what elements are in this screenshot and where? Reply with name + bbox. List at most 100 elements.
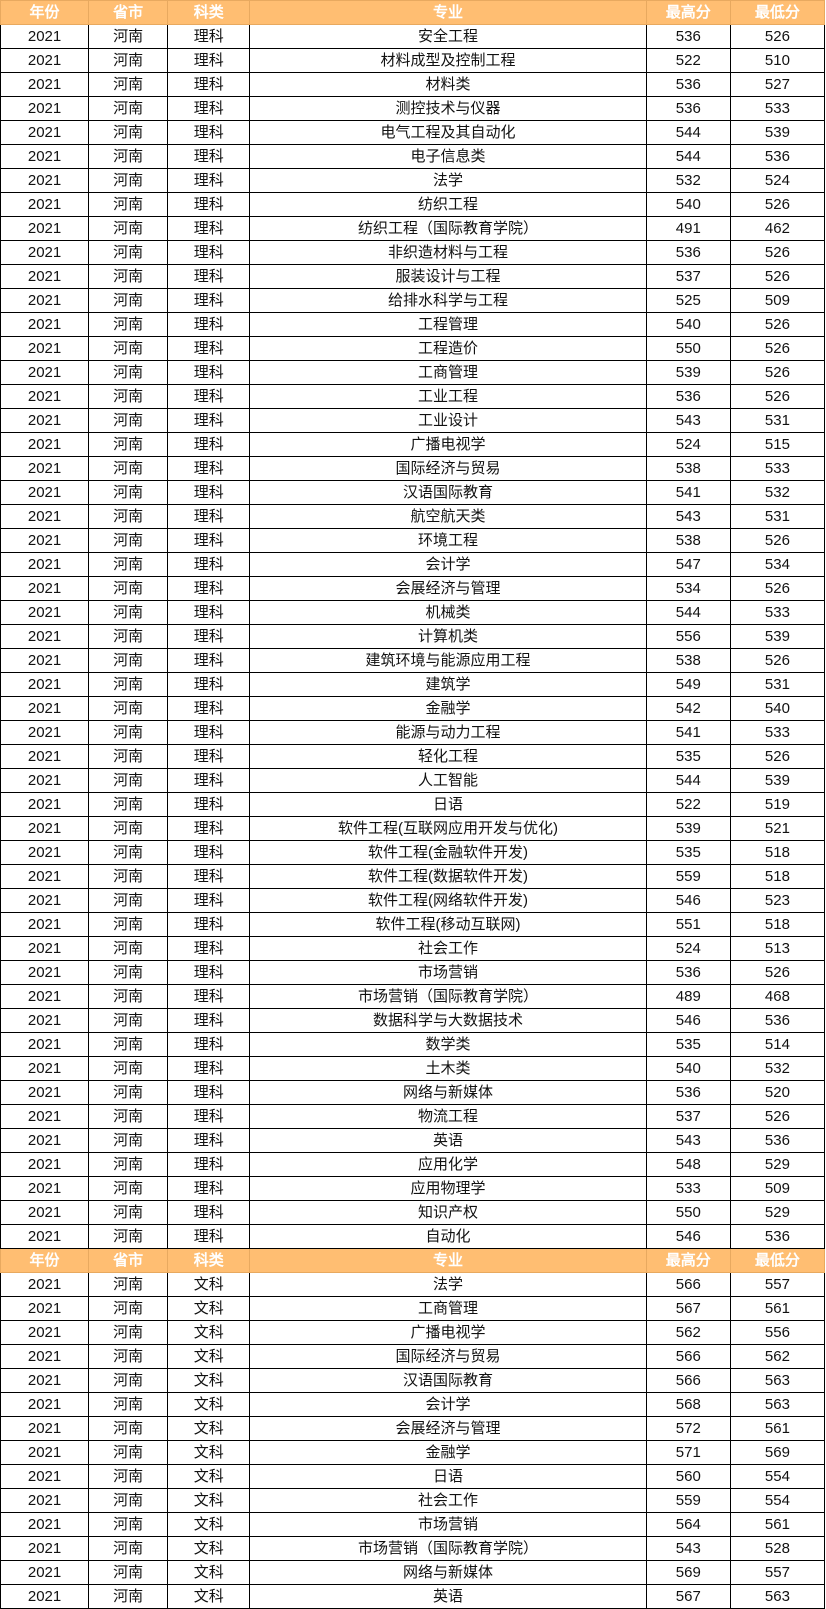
cell-province: 河南 bbox=[88, 216, 169, 241]
cell-year: 2021 bbox=[0, 1416, 90, 1441]
cell-province: 河南 bbox=[88, 168, 169, 193]
cell-year: 2021 bbox=[0, 48, 90, 73]
table-row: 2021 河南 理科 工业工程 536 526 bbox=[0, 384, 826, 409]
table-row: 2021 河南 理科 环境工程 538 526 bbox=[0, 528, 826, 553]
cell-category: 理科 bbox=[167, 720, 251, 745]
cell-min-score: 509 bbox=[729, 1176, 826, 1201]
cell-max-score: 568 bbox=[645, 1392, 731, 1417]
cell-min-score: 518 bbox=[729, 912, 826, 937]
cell-min-score: 569 bbox=[729, 1440, 826, 1465]
table-row: 2021 河南 理科 工程造价 550 526 bbox=[0, 336, 826, 361]
cell-category: 理科 bbox=[167, 216, 251, 241]
cell-min-score: 536 bbox=[729, 1224, 826, 1249]
column-header-major: 专业 bbox=[249, 1248, 647, 1273]
cell-min-score: 526 bbox=[729, 24, 826, 49]
cell-max-score: 536 bbox=[645, 384, 731, 409]
cell-max-score: 546 bbox=[645, 888, 731, 913]
cell-major: 软件工程(数据软件开发) bbox=[249, 864, 647, 889]
cell-year: 2021 bbox=[0, 1080, 90, 1105]
cell-max-score: 542 bbox=[645, 696, 731, 721]
cell-major: 市场营销（国际教育学院） bbox=[249, 1536, 647, 1561]
table-row: 2021 河南 理科 工商管理 539 526 bbox=[0, 360, 826, 385]
cell-province: 河南 bbox=[88, 1128, 169, 1153]
cell-max-score: 546 bbox=[645, 1008, 731, 1033]
cell-province: 河南 bbox=[88, 1368, 169, 1393]
cell-province: 河南 bbox=[88, 1104, 169, 1129]
cell-province: 河南 bbox=[88, 1560, 169, 1585]
cell-province: 河南 bbox=[88, 240, 169, 265]
cell-year: 2021 bbox=[0, 384, 90, 409]
cell-major: 能源与动力工程 bbox=[249, 720, 647, 745]
cell-category: 理科 bbox=[167, 936, 251, 961]
cell-province: 河南 bbox=[88, 408, 169, 433]
cell-min-score: 468 bbox=[729, 984, 826, 1009]
cell-province: 河南 bbox=[88, 192, 169, 217]
cell-year: 2021 bbox=[0, 1056, 90, 1081]
cell-province: 河南 bbox=[88, 1344, 169, 1369]
cell-year: 2021 bbox=[0, 576, 90, 601]
cell-province: 河南 bbox=[88, 816, 169, 841]
cell-max-score: 543 bbox=[645, 1536, 731, 1561]
cell-category: 理科 bbox=[167, 1104, 251, 1129]
cell-major: 英语 bbox=[249, 1584, 647, 1609]
cell-min-score: 526 bbox=[729, 744, 826, 769]
cell-min-score: 531 bbox=[729, 408, 826, 433]
cell-min-score: 561 bbox=[729, 1296, 826, 1321]
cell-category: 理科 bbox=[167, 312, 251, 337]
cell-min-score: 533 bbox=[729, 600, 826, 625]
cell-max-score: 541 bbox=[645, 480, 731, 505]
cell-max-score: 536 bbox=[645, 1080, 731, 1105]
cell-province: 河南 bbox=[88, 1008, 169, 1033]
cell-max-score: 533 bbox=[645, 1176, 731, 1201]
cell-max-score: 535 bbox=[645, 1032, 731, 1057]
cell-year: 2021 bbox=[0, 1440, 90, 1465]
table-row: 2021 河南 文科 法学 566 557 bbox=[0, 1272, 826, 1297]
cell-category: 理科 bbox=[167, 408, 251, 433]
cell-category: 理科 bbox=[167, 744, 251, 769]
table-row: 2021 河南 文科 市场营销 564 561 bbox=[0, 1512, 826, 1537]
cell-year: 2021 bbox=[0, 336, 90, 361]
table-row: 2021 河南 理科 建筑学 549 531 bbox=[0, 672, 826, 697]
cell-major: 测控技术与仪器 bbox=[249, 96, 647, 121]
cell-year: 2021 bbox=[0, 552, 90, 577]
cell-category: 文科 bbox=[167, 1392, 251, 1417]
cell-max-score: 556 bbox=[645, 624, 731, 649]
cell-year: 2021 bbox=[0, 1008, 90, 1033]
cell-major: 给排水科学与工程 bbox=[249, 288, 647, 313]
table-row: 2021 河南 理科 广播电视学 524 515 bbox=[0, 432, 826, 457]
cell-category: 理科 bbox=[167, 72, 251, 97]
table-row: 2021 河南 理科 安全工程 536 526 bbox=[0, 24, 826, 49]
cell-province: 河南 bbox=[88, 360, 169, 385]
cell-min-score: 526 bbox=[729, 648, 826, 673]
cell-max-score: 544 bbox=[645, 144, 731, 169]
cell-year: 2021 bbox=[0, 96, 90, 121]
cell-category: 理科 bbox=[167, 888, 251, 913]
cell-min-score: 540 bbox=[729, 696, 826, 721]
cell-min-score: 518 bbox=[729, 840, 826, 865]
table-row: 2021 河南 理科 给排水科学与工程 525 509 bbox=[0, 288, 826, 313]
cell-major: 金融学 bbox=[249, 1440, 647, 1465]
cell-province: 河南 bbox=[88, 1536, 169, 1561]
cell-category: 文科 bbox=[167, 1272, 251, 1297]
column-header-min-score: 最低分 bbox=[729, 1248, 826, 1273]
cell-province: 河南 bbox=[88, 1296, 169, 1321]
cell-max-score: 536 bbox=[645, 96, 731, 121]
cell-major: 纺织工程（国际教育学院） bbox=[249, 216, 647, 241]
cell-year: 2021 bbox=[0, 72, 90, 97]
cell-province: 河南 bbox=[88, 960, 169, 985]
cell-category: 理科 bbox=[167, 528, 251, 553]
cell-min-score: 563 bbox=[729, 1584, 826, 1609]
cell-min-score: 563 bbox=[729, 1368, 826, 1393]
cell-major: 软件工程(移动互联网) bbox=[249, 912, 647, 937]
table-row: 2021 河南 理科 会计学 547 534 bbox=[0, 552, 826, 577]
cell-category: 理科 bbox=[167, 264, 251, 289]
cell-category: 理科 bbox=[167, 1176, 251, 1201]
cell-year: 2021 bbox=[0, 1272, 90, 1297]
table-row: 2021 河南 理科 日语 522 519 bbox=[0, 792, 826, 817]
cell-province: 河南 bbox=[88, 1224, 169, 1249]
table-row: 2021 河南 理科 土木类 540 532 bbox=[0, 1056, 826, 1081]
cell-major: 建筑环境与能源应用工程 bbox=[249, 648, 647, 673]
cell-year: 2021 bbox=[0, 1464, 90, 1489]
cell-max-score: 540 bbox=[645, 1056, 731, 1081]
cell-province: 河南 bbox=[88, 648, 169, 673]
